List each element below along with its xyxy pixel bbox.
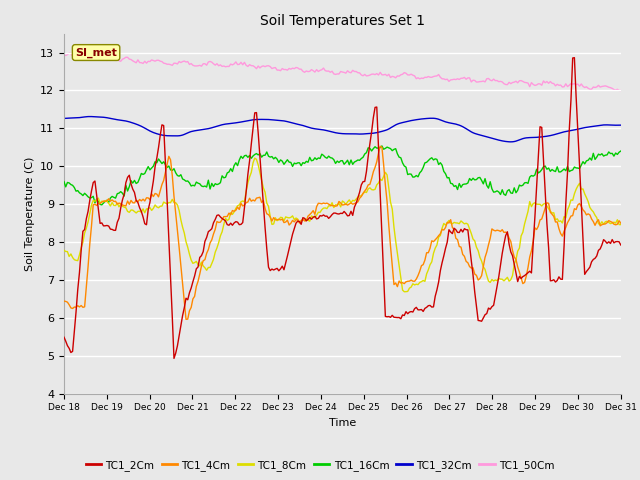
Title: Soil Temperatures Set 1: Soil Temperatures Set 1 xyxy=(260,14,425,28)
X-axis label: Time: Time xyxy=(329,418,356,428)
Text: SI_met: SI_met xyxy=(75,48,117,58)
Legend: TC1_2Cm, TC1_4Cm, TC1_8Cm, TC1_16Cm, TC1_32Cm, TC1_50Cm: TC1_2Cm, TC1_4Cm, TC1_8Cm, TC1_16Cm, TC1… xyxy=(81,456,559,475)
Y-axis label: Soil Temperature (C): Soil Temperature (C) xyxy=(24,156,35,271)
